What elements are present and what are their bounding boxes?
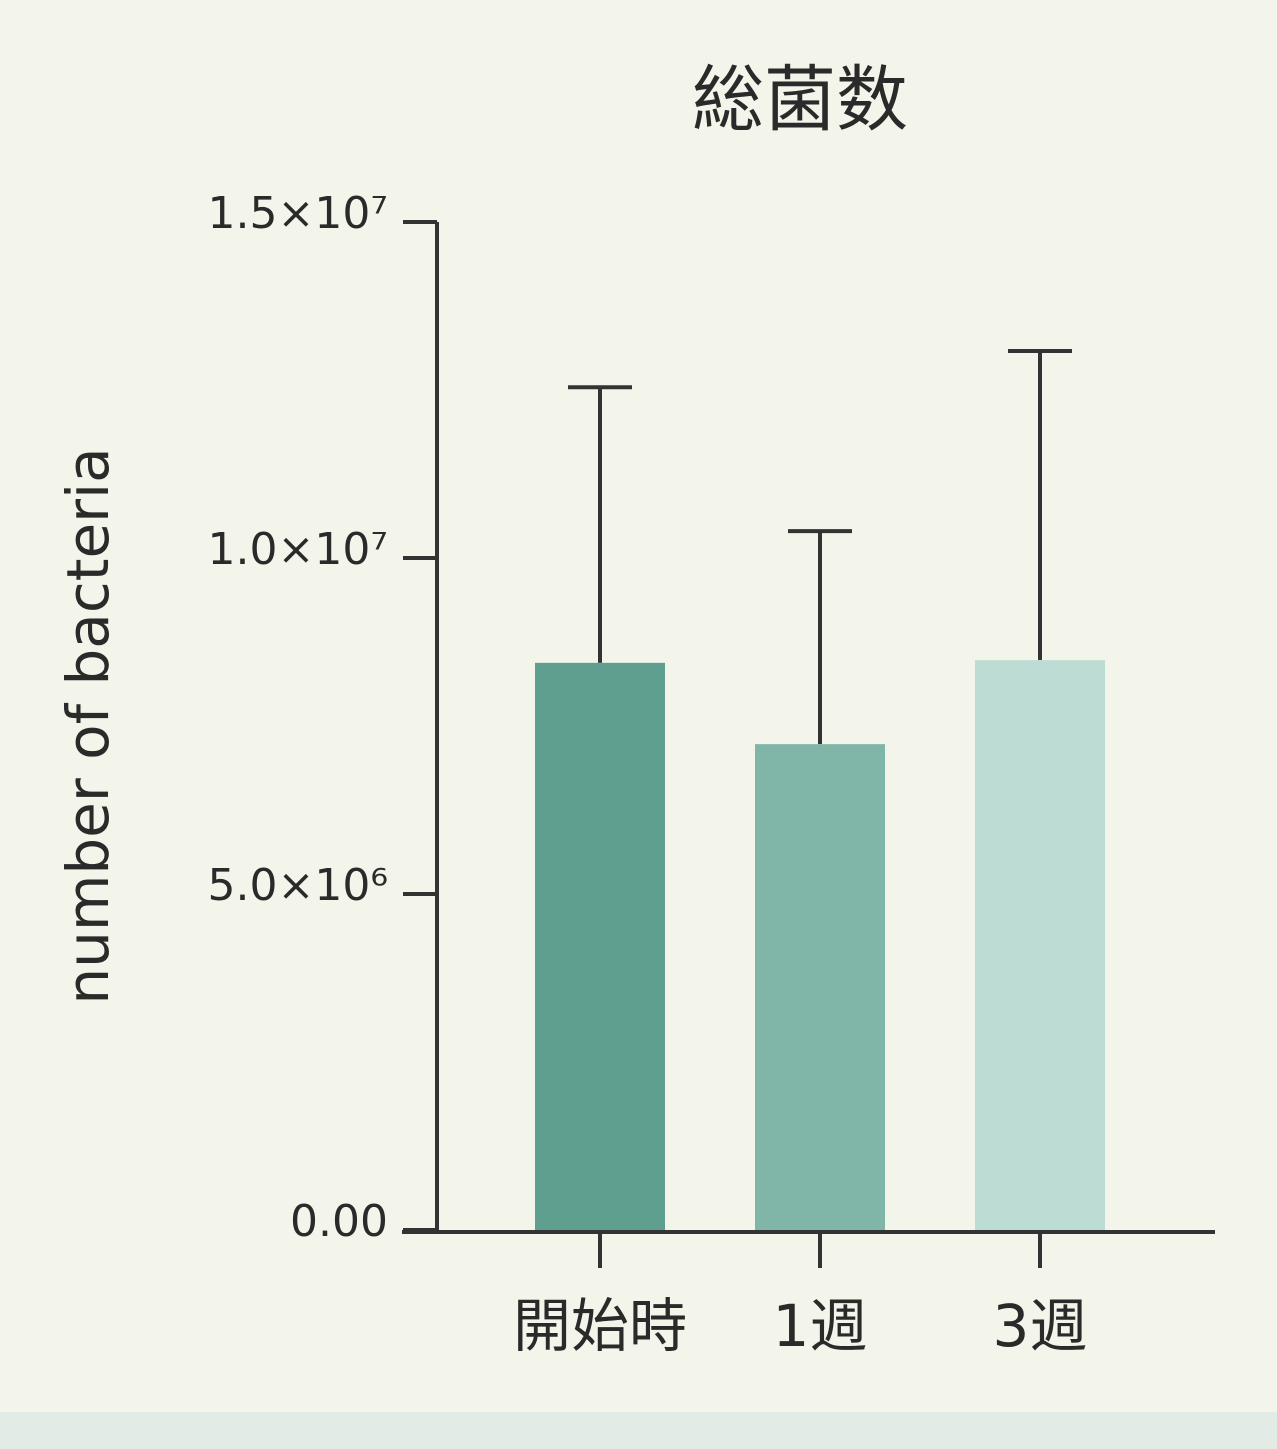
chart-title: 総菌数 — [692, 58, 908, 142]
y-tick-label: 0.00 — [290, 1196, 388, 1247]
bar — [755, 744, 885, 1230]
bar — [975, 660, 1105, 1230]
x-tick-label: 1週 — [773, 1292, 868, 1360]
x-tick-label: 開始時 — [513, 1292, 687, 1360]
bottom-strip — [0, 1412, 1277, 1449]
x-tick-label: 3週 — [993, 1292, 1088, 1360]
y-tick-label: 5.0×10⁶ — [208, 860, 388, 911]
bar — [535, 662, 665, 1230]
y-tick-label: 1.0×10⁷ — [208, 524, 388, 575]
y-tick-label: 1.5×10⁷ — [208, 188, 388, 239]
y-axis-label: number of bacteria — [54, 447, 122, 1004]
